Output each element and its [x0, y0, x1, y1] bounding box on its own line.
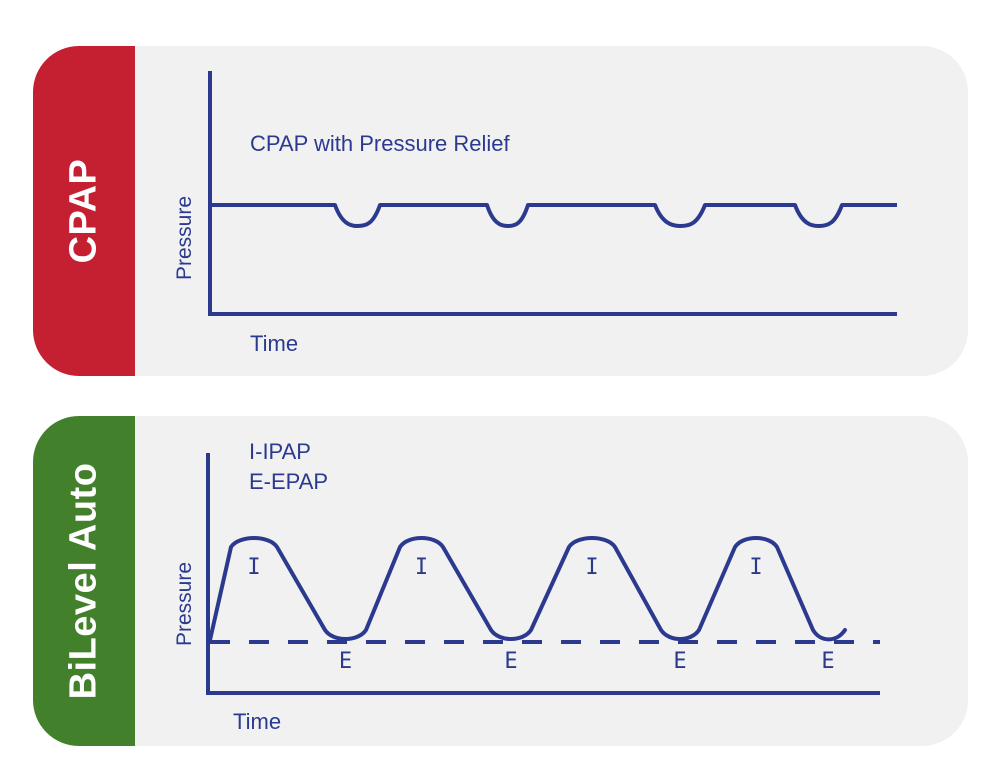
- legend-ipap: I-IPAP: [249, 439, 311, 464]
- ipap-peak-label: I: [415, 555, 428, 580]
- cpap-panel: CPAP CPAP with Pressure Relief Pressure …: [33, 46, 968, 376]
- cpap-title: CPAP with Pressure Relief: [250, 131, 511, 156]
- epap-trough-label: E: [821, 649, 834, 674]
- cpap-chart: CPAP with Pressure Relief Pressure Time: [173, 71, 897, 356]
- epap-trough-label: E: [504, 649, 517, 674]
- legend-epap: E-EPAP: [249, 469, 328, 494]
- cpap-y-axis-label: Pressure: [173, 196, 196, 280]
- bilevel-chart: I-IPAP E-EPAP Pressure Time I I I I E E E E: [173, 439, 880, 734]
- cpap-axes: [208, 71, 897, 316]
- bilevel-x-axis-label: Time: [233, 709, 281, 734]
- cpap-pressure-line: [210, 203, 897, 228]
- bilevel-pressure-line: [208, 536, 847, 642]
- epap-trough-label: E: [339, 649, 352, 674]
- ipap-peak-label: I: [585, 555, 598, 580]
- ipap-peak-label: I: [247, 555, 260, 580]
- bilevel-y-axis-label: Pressure: [173, 562, 196, 646]
- epap-trough-label: E: [673, 649, 686, 674]
- bilevel-panel: BiLevel Auto I-IPAP E-EPAP Pressure Time…: [33, 416, 968, 746]
- cpap-tab: CPAP: [33, 46, 135, 376]
- cpap-x-axis-label: Time: [250, 331, 298, 356]
- bilevel-cycle-labels: I I I I E E E E: [247, 555, 834, 674]
- bilevel-axes: [206, 453, 880, 695]
- ipap-peak-label: I: [749, 555, 762, 580]
- bilevel-tab: BiLevel Auto: [33, 416, 135, 746]
